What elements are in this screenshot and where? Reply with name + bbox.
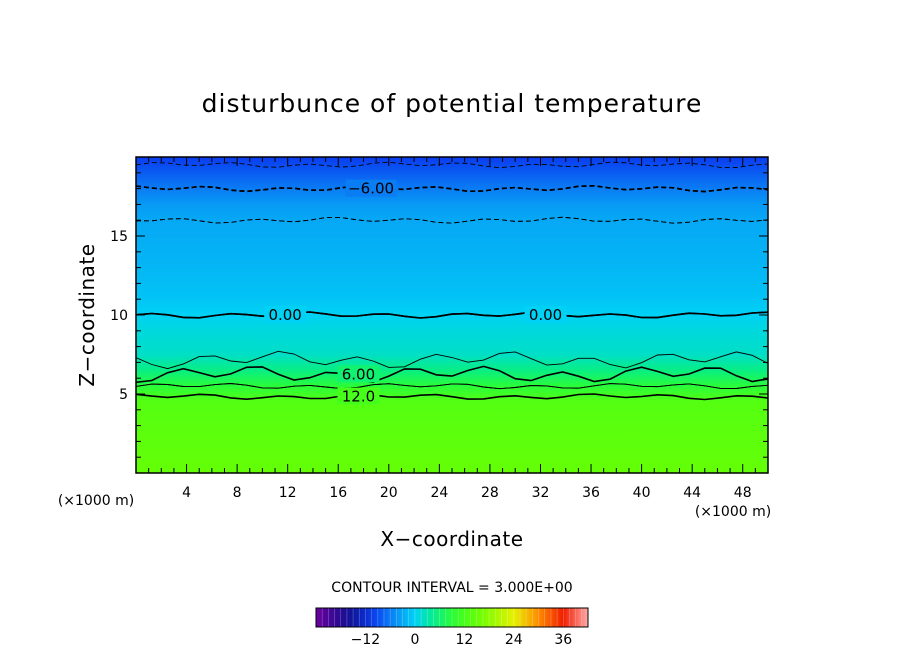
contour-label-bg (345, 179, 397, 197)
chart-title: disturbunce of potential temperature (202, 89, 703, 118)
colorbar-tick-label: 12 (455, 632, 473, 648)
colorbar-tick-label: 24 (505, 632, 523, 648)
contour-line (136, 350, 768, 370)
contour-line (136, 184, 768, 193)
x-ticks: 4 8 12 16 20 24 28 32 36 40 44 48 (148, 157, 756, 501)
contour-line (136, 161, 768, 169)
x-tick-label: 44 (683, 485, 701, 501)
x-tick-label: 40 (633, 485, 651, 501)
x-axis-label: X−coordinate (380, 527, 523, 551)
colorbar-tick-labels: −12 0 12 24 36 (351, 632, 573, 648)
y-tick-label: 5 (119, 387, 128, 403)
contour-label: 0.00 (268, 306, 301, 324)
x-tick-label: 36 (582, 485, 600, 501)
x-unit-label-left: (×1000 m) (58, 493, 134, 509)
x-tick-label: 24 (430, 485, 448, 501)
colorbar-tick-label: −12 (351, 632, 381, 648)
x-tick-label: 8 (233, 485, 242, 501)
colorbar-fill (316, 608, 588, 627)
contour-label-bg (264, 306, 307, 323)
x-tick-label: 4 (182, 485, 191, 501)
contour-line (136, 365, 768, 384)
contour-label: −6.00 (348, 180, 394, 198)
colorbar-separators (315, 608, 589, 627)
contour-label: 6.00 (342, 365, 375, 383)
colorbar: −12 0 12 24 36 (315, 607, 589, 648)
contour-label: 12.0 (342, 388, 375, 406)
contour-label: 0.00 (529, 306, 562, 324)
contour-labels: −6.00 0.00 0.00 6.00 12.0 (264, 179, 567, 406)
x-tick-label: 28 (481, 485, 499, 501)
y-tick-label: 10 (110, 308, 128, 324)
contour-line (136, 383, 768, 390)
contour-label-bg (524, 306, 567, 323)
x-tick-label: 48 (734, 485, 752, 501)
contour-lines (136, 161, 768, 401)
x-unit-label-right: (×1000 m) (695, 504, 771, 520)
x-tick-label: 16 (329, 485, 347, 501)
colorbar-tick-label: 0 (410, 632, 419, 648)
colorbar-frame (315, 607, 589, 628)
x-tick-label: 32 (532, 485, 550, 501)
y-axis-label: Z−coordinate (75, 243, 99, 386)
y-tick-label: 15 (110, 229, 128, 245)
x-tick-label: 12 (279, 485, 297, 501)
contour-label-bg (337, 365, 380, 383)
contour-line (136, 393, 768, 401)
contour-line (136, 311, 768, 319)
colorbar-tick-label: 36 (554, 632, 572, 648)
contour-interval-text: CONTOUR INTERVAL = 3.000E+00 (331, 580, 572, 596)
contour-label-bg (337, 387, 380, 405)
contour-line (136, 216, 768, 224)
y-ticks: 5 10 15 (110, 172, 768, 458)
x-tick-label: 20 (380, 485, 398, 501)
